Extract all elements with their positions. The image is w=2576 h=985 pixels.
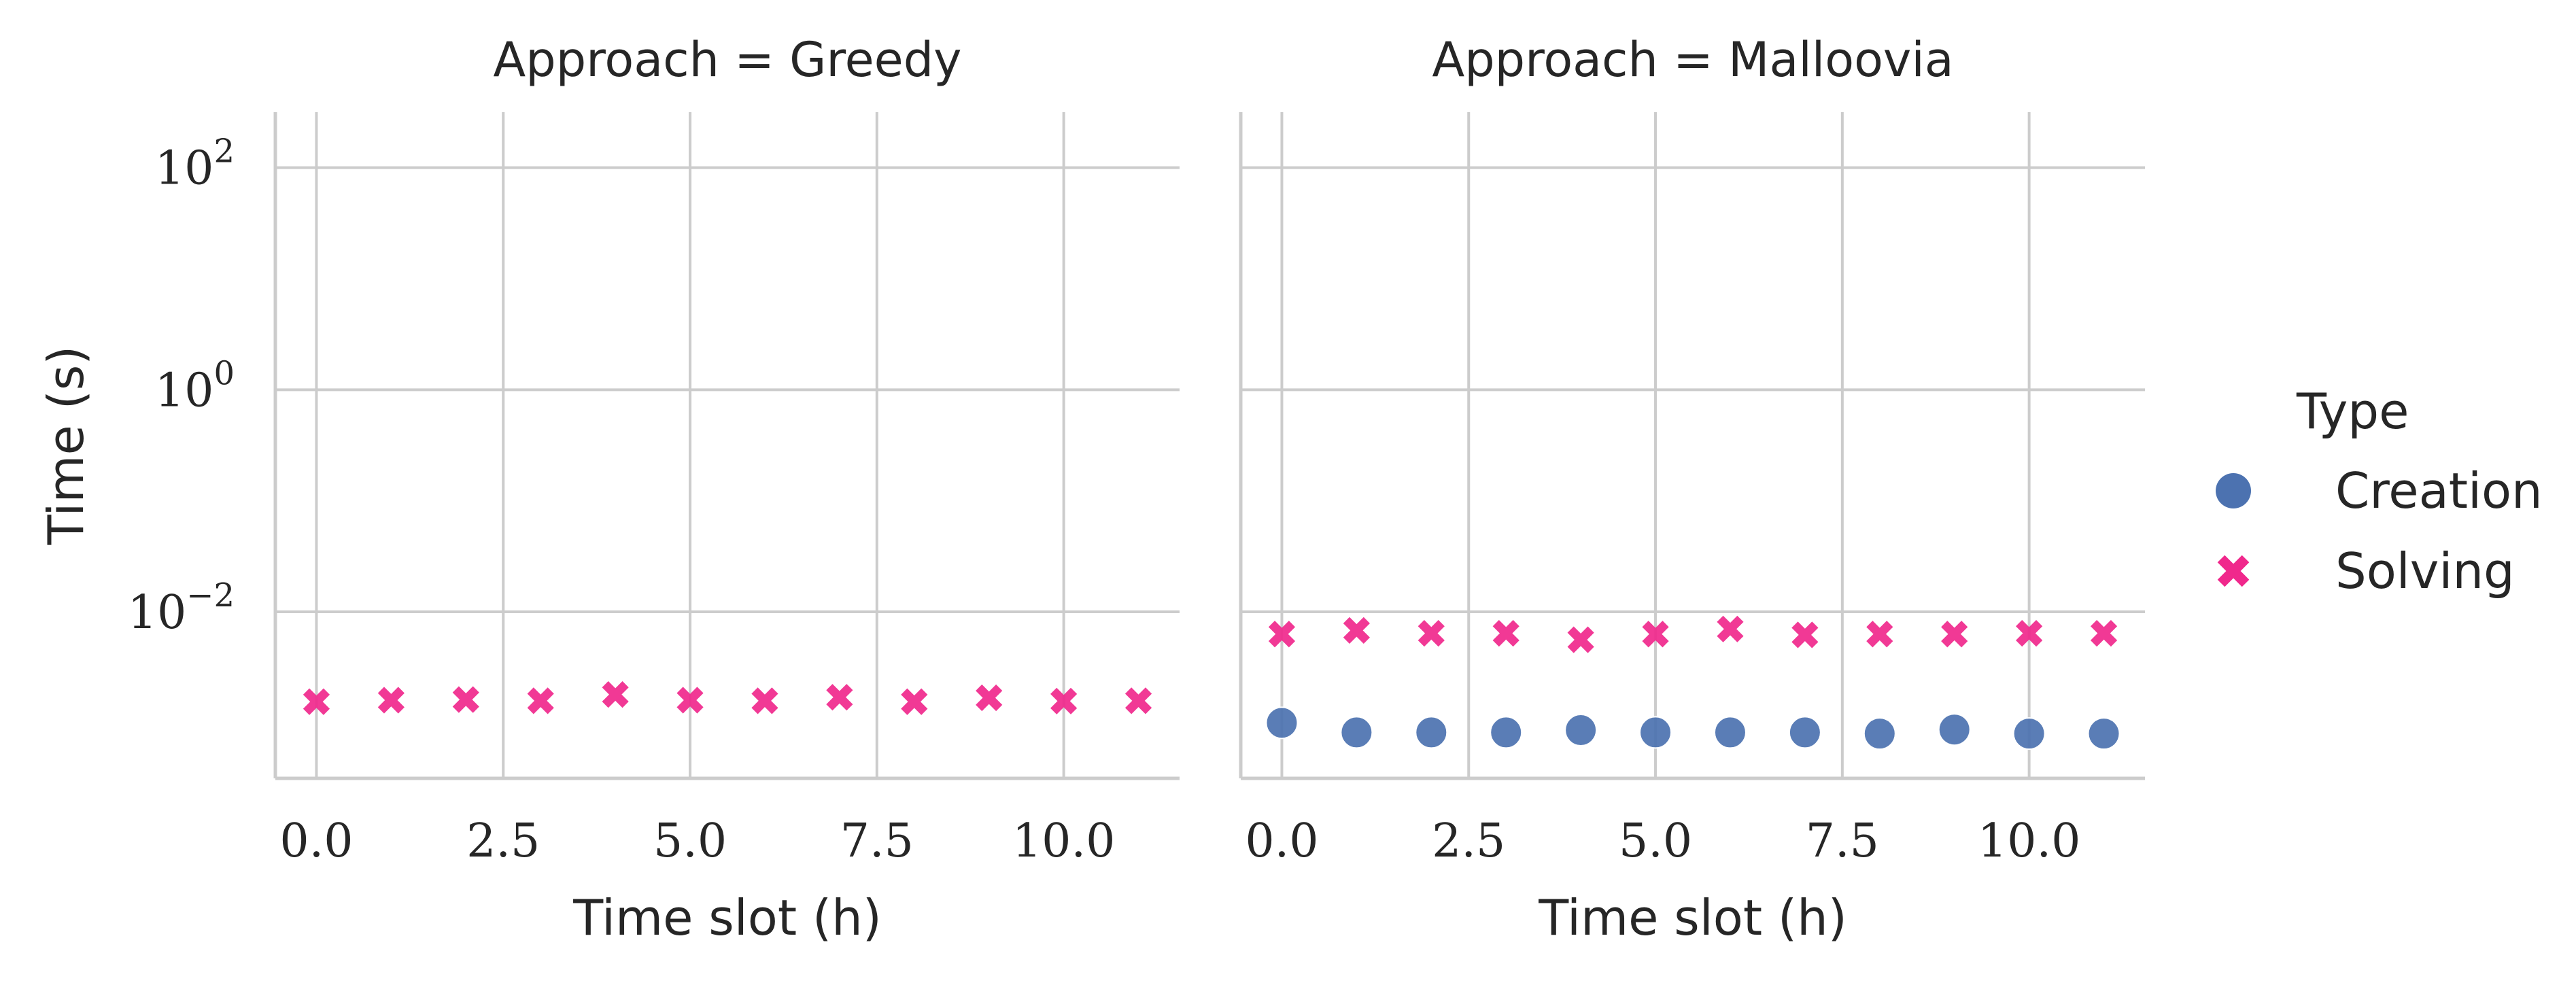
x-marker-stroke xyxy=(1492,620,1519,647)
point-solving xyxy=(1941,621,1968,648)
x-marker-stroke xyxy=(976,684,1003,712)
legend-label: Creation xyxy=(2335,462,2543,519)
x-tick-label: 2.5 xyxy=(1432,814,1505,868)
x-tick-label: 7.5 xyxy=(840,814,914,868)
point-solving xyxy=(303,688,330,715)
x-axis-label: Time slot (h) xyxy=(572,889,882,946)
x-axis-label: Time slot (h) xyxy=(1538,889,1847,946)
point-creation xyxy=(1490,716,1523,749)
y-axis-label: Time (s) xyxy=(37,346,95,546)
point-solving xyxy=(1567,626,1594,653)
x-marker-stroke xyxy=(1717,615,1744,642)
legend-marker-circle xyxy=(2216,473,2251,508)
x-marker-stroke xyxy=(602,681,629,708)
point-solving xyxy=(527,687,554,714)
x-marker-stroke xyxy=(303,688,330,715)
point-solving xyxy=(1866,621,1893,648)
point-solving xyxy=(976,684,1003,712)
point-solving xyxy=(452,686,479,713)
point-solving xyxy=(1791,621,1819,649)
x-marker-stroke xyxy=(1050,687,1078,714)
y-tick-label: 10−2 xyxy=(128,576,235,640)
y-tick-exponent: 0 xyxy=(213,354,235,392)
x-marker-stroke xyxy=(1418,620,1445,647)
y-tick-base: 10 xyxy=(155,364,214,417)
panel-1: Approach = Greedy 0.0 2.5 5.0 7.5 10.0 Time sl… xyxy=(37,32,1180,946)
x-tick-label: 10.0 xyxy=(1978,814,2080,868)
legend-marker-x xyxy=(2217,555,2250,587)
x-marker-stroke xyxy=(1268,621,1296,648)
x-marker-stroke xyxy=(901,688,928,715)
point-creation xyxy=(1340,716,1373,749)
point-solving xyxy=(2090,620,2118,647)
x-marker-stroke xyxy=(2090,620,2118,647)
point-solving xyxy=(751,687,778,714)
x-marker-stroke xyxy=(1124,687,1152,714)
panel-title: Approach = Greedy xyxy=(493,32,961,88)
point-creation xyxy=(1265,706,1299,740)
x-marker-stroke xyxy=(452,686,479,713)
point-solving xyxy=(1268,621,1296,648)
point-creation xyxy=(2087,717,2120,750)
point-creation xyxy=(2012,717,2046,750)
legend-label: Solving xyxy=(2335,542,2515,600)
x-marker-stroke xyxy=(1791,621,1819,649)
point-solving xyxy=(1343,617,1370,644)
point-creation xyxy=(1415,716,1448,749)
x-tick-label: 10.0 xyxy=(1012,814,1115,868)
point-solving xyxy=(826,684,853,711)
x-marker-stroke xyxy=(1567,626,1594,653)
y-tick-label: 100 xyxy=(155,354,235,417)
x-marker-stroke xyxy=(527,687,554,714)
point-creation xyxy=(1788,716,1821,749)
point-creation xyxy=(1564,714,1598,747)
point-solving xyxy=(1418,620,1445,647)
x-marker-stroke xyxy=(377,687,405,714)
x-marker-stroke xyxy=(1941,621,1968,648)
x-marker-stroke xyxy=(1642,621,1669,648)
y-tick-exponent: 2 xyxy=(213,133,235,171)
point-solving xyxy=(1124,687,1152,714)
panel-title: Approach = Malloovia xyxy=(1432,32,1953,88)
point-solving xyxy=(1717,615,1744,642)
point-solving xyxy=(901,688,928,715)
point-solving xyxy=(602,681,629,708)
x-tick-label: 2.5 xyxy=(466,814,540,868)
panel-2: Approach = Malloovia 0.0 2.5 5.0 7.5 10.0 Time… xyxy=(1239,32,2145,946)
point-solving xyxy=(377,687,405,714)
point-solving xyxy=(2016,620,2043,647)
point-solving xyxy=(1492,620,1519,647)
y-tick-label: 102 xyxy=(155,133,235,196)
x-tick-label: 5.0 xyxy=(1619,814,1692,868)
legend: Type Creation Solving xyxy=(2216,383,2543,600)
point-creation xyxy=(1713,716,1747,749)
chart-panels: Approach = Greedy 0.0 2.5 5.0 7.5 10.0 Time sl… xyxy=(37,32,2145,946)
x-marker-stroke xyxy=(676,687,704,714)
x-marker-stroke xyxy=(1343,617,1370,644)
x-marker-stroke xyxy=(751,687,778,714)
point-creation xyxy=(1938,713,1971,746)
x-marker-stroke xyxy=(826,684,853,711)
x-tick-label: 5.0 xyxy=(653,814,727,868)
point-solving xyxy=(1050,687,1078,714)
x-tick-label: 0.0 xyxy=(279,814,353,868)
x-tick-label: 7.5 xyxy=(1806,814,1879,868)
point-solving xyxy=(1642,621,1669,648)
point-creation xyxy=(1863,717,1896,750)
x-marker-stroke xyxy=(2016,620,2043,647)
y-tick-base: 10 xyxy=(155,142,214,196)
legend-title: Type xyxy=(2296,383,2409,440)
y-tick-base: 10 xyxy=(128,586,187,640)
point-solving xyxy=(676,687,704,714)
point-creation xyxy=(1639,716,1672,749)
x-marker-stroke xyxy=(1866,621,1893,648)
x-tick-label: 0.0 xyxy=(1245,814,1318,868)
y-tick-exponent: −2 xyxy=(186,576,235,615)
